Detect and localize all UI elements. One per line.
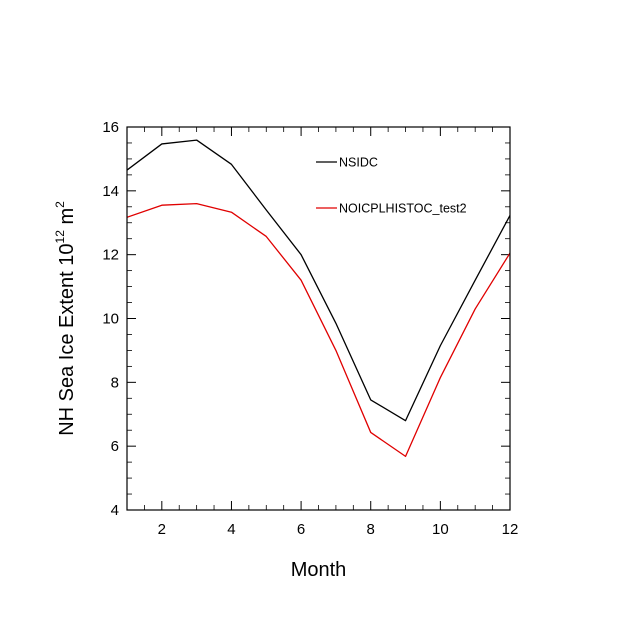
x-axis-title: Month bbox=[291, 559, 347, 581]
x-tick-label: 4 bbox=[227, 521, 235, 538]
y-tick-label: 4 bbox=[111, 502, 119, 519]
axis-tick-labels: 2 4 6 8 10 12 4 6 8 10 12 14 16 bbox=[102, 119, 518, 538]
series-line-noicplhistoc-test2 bbox=[126, 202, 511, 458]
series-lines bbox=[126, 139, 511, 458]
y-axis-title: NH Sea Ice Extent 1012 m2 bbox=[53, 201, 78, 436]
legend: NSIDC NOICPLHISTOC_test2 bbox=[316, 156, 467, 216]
legend-label: NSIDC bbox=[339, 156, 378, 170]
y-axis-title-unit: m bbox=[56, 208, 78, 230]
legend-label: NOICPLHISTOC_test2 bbox=[339, 202, 467, 216]
y-tick-label: 6 bbox=[111, 438, 119, 455]
y-tick-label: 12 bbox=[102, 247, 119, 264]
plot-frame bbox=[126, 126, 511, 511]
series-line-nsidc bbox=[126, 139, 511, 422]
x-tick-label: 6 bbox=[297, 521, 305, 538]
x-tick-label: 8 bbox=[367, 521, 375, 538]
y-tick-label: 10 bbox=[102, 311, 119, 328]
x-tick-label: 2 bbox=[158, 521, 166, 538]
y-axis-title-main: NH Sea Ice Extent 10 bbox=[56, 243, 78, 435]
y-axis-title-unit-exponent: 2 bbox=[53, 201, 67, 208]
y-axis-title-exponent: 12 bbox=[53, 230, 67, 244]
y-tick-label: 16 bbox=[102, 119, 119, 136]
x-tick-label: 10 bbox=[432, 521, 449, 538]
y-tick-label: 14 bbox=[102, 183, 119, 200]
x-tick-label: 12 bbox=[502, 521, 519, 538]
y-tick-label: 8 bbox=[111, 374, 119, 391]
